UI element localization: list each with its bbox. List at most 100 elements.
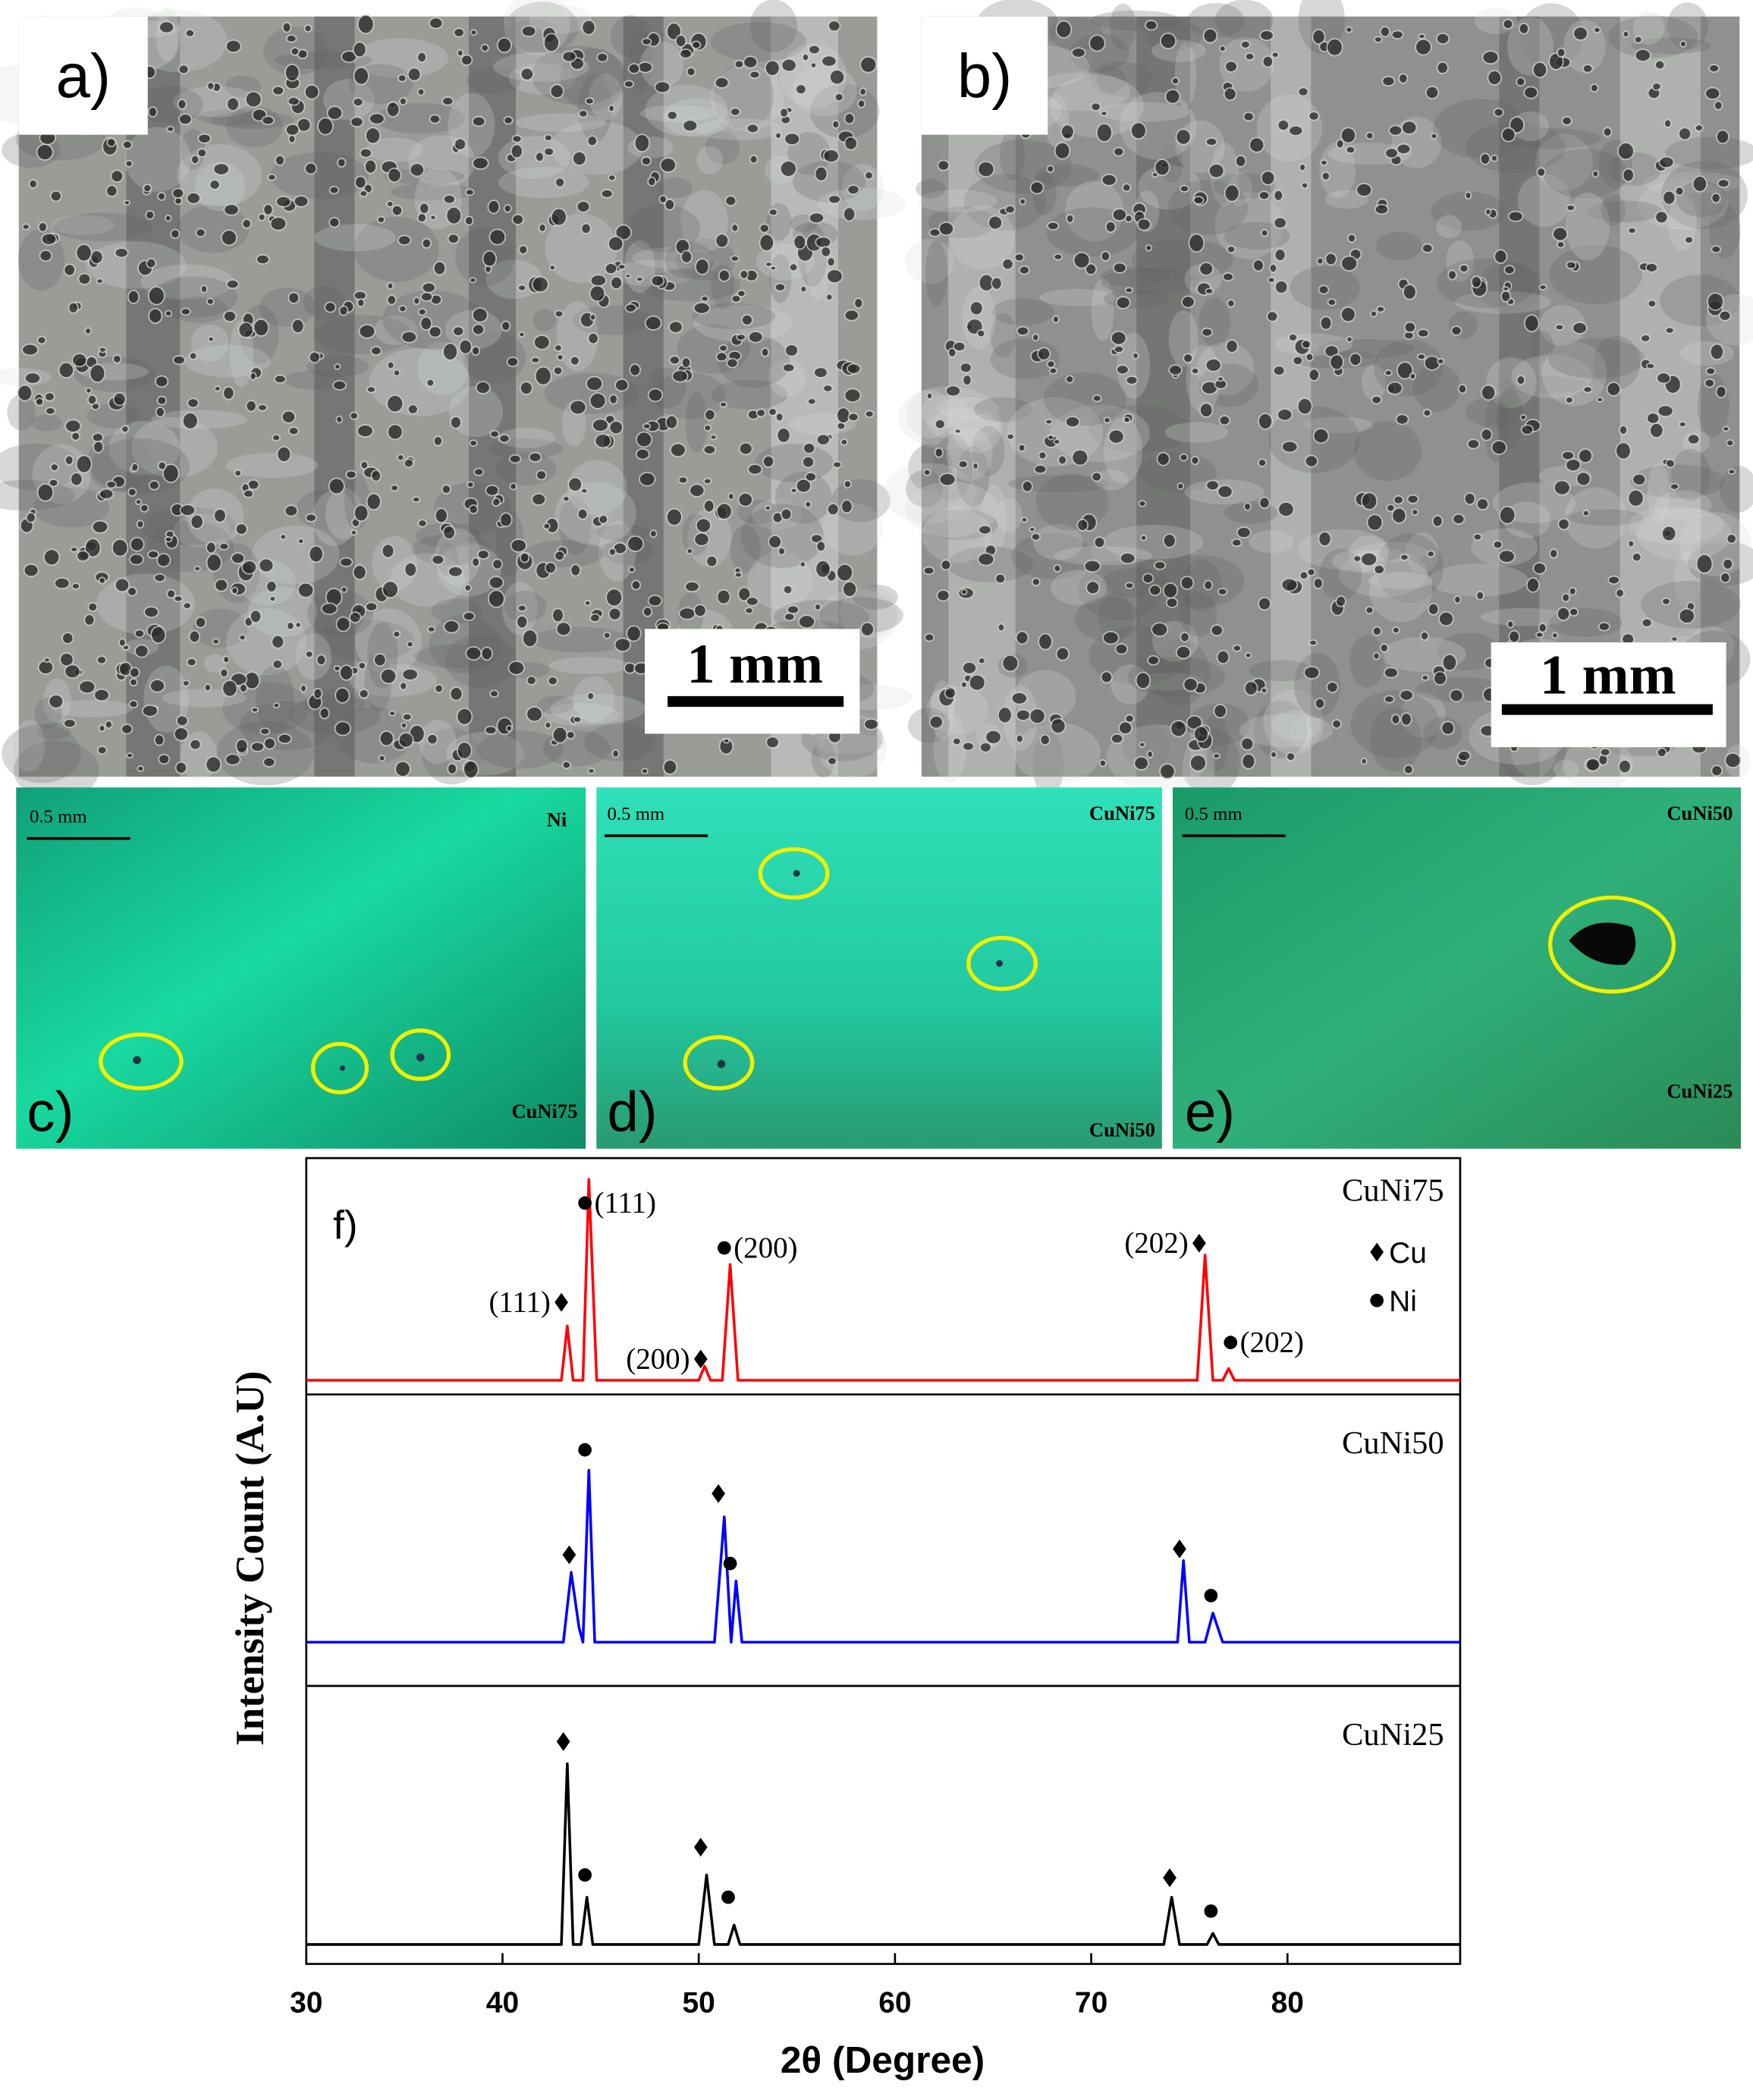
texture-pore — [206, 81, 215, 91]
texture-pore — [441, 96, 454, 106]
texture-pore — [1258, 496, 1271, 510]
texture-patch — [1654, 490, 1712, 521]
texture-patch — [906, 469, 944, 507]
texture-patch — [364, 654, 392, 712]
texture-pore — [472, 156, 489, 170]
texture-pore — [522, 629, 539, 648]
texture-pore — [784, 344, 799, 357]
texture-patch — [1164, 422, 1229, 443]
texture-patch — [259, 287, 316, 327]
texture-pore — [1076, 518, 1089, 532]
texture-pore — [223, 203, 240, 216]
texture-patch — [13, 740, 99, 800]
texture-pore — [1441, 653, 1458, 672]
texture-pore — [447, 762, 457, 775]
texture-pore — [1296, 397, 1313, 416]
texture-pore — [1202, 27, 1218, 44]
texture-pore — [627, 535, 645, 552]
texture-pore — [776, 427, 791, 444]
texture-pore — [531, 276, 549, 293]
texture-patch — [151, 410, 247, 429]
layer-label: CuNi50 — [1089, 1119, 1155, 1141]
texture-pore — [1324, 252, 1337, 266]
texture-pore — [743, 55, 759, 69]
texture-pore — [1491, 154, 1498, 162]
texture-pore — [345, 469, 357, 479]
texture-patch — [1091, 278, 1114, 341]
texture-pore — [1047, 221, 1060, 231]
series-label: CuNi25 — [1342, 1717, 1444, 1753]
texture-pore — [1420, 631, 1429, 641]
texture-pore — [1111, 208, 1128, 222]
texture-pore — [1398, 73, 1409, 84]
texture-pore — [1340, 127, 1357, 144]
texture-pore — [664, 198, 676, 211]
pore — [133, 1056, 141, 1065]
texture-pore — [1487, 70, 1502, 86]
texture-pore — [727, 492, 735, 501]
pore — [793, 870, 800, 877]
texture-pore — [1249, 137, 1265, 153]
texture-pore — [339, 557, 353, 567]
texture-pore — [287, 426, 300, 436]
texture-pore — [636, 431, 653, 448]
texture-pore — [922, 566, 935, 576]
texture-pore — [399, 96, 407, 106]
texture-pore — [798, 614, 816, 629]
panel-label: d) — [607, 1081, 657, 1144]
texture-pore — [814, 165, 828, 182]
pore — [340, 1065, 346, 1071]
texture-pore — [170, 228, 181, 240]
texture-patch — [1376, 533, 1444, 603]
texture-patch — [184, 344, 271, 378]
texture-patch — [256, 665, 295, 733]
texture-pore — [1582, 385, 1593, 394]
texture-pore — [1578, 448, 1593, 463]
texture-pore — [1053, 253, 1063, 261]
texture-pore — [630, 579, 642, 591]
texture-pore — [39, 250, 53, 262]
texture-patch — [251, 526, 340, 585]
texture-patch — [1608, 15, 1698, 58]
texture-pore — [1396, 361, 1414, 380]
texture-pore — [124, 159, 134, 168]
texture-pore — [128, 553, 144, 566]
texture-pore — [1029, 708, 1046, 725]
texture-patch — [972, 425, 1005, 476]
texture-pore — [156, 395, 168, 406]
texture-pore — [1183, 353, 1194, 364]
texture-pore — [1236, 526, 1252, 538]
texture-pore — [704, 408, 716, 422]
texture-pore — [397, 234, 412, 246]
texture-pore — [991, 276, 1003, 290]
texture-pore — [1243, 680, 1258, 696]
texture-pore — [472, 323, 485, 336]
xrd-line — [306, 1178, 1460, 1382]
texture-pore — [1657, 404, 1674, 418]
texture-pore — [1379, 26, 1390, 38]
texture-pore — [718, 344, 728, 353]
texture-pore — [1151, 622, 1169, 637]
texture-pore — [463, 583, 472, 592]
texture-patch — [999, 130, 1026, 180]
texture-pore — [449, 686, 463, 702]
texture-pore — [326, 105, 344, 121]
texture-pore — [222, 655, 231, 664]
texture-pore — [145, 210, 155, 220]
texture-pore — [1189, 754, 1207, 772]
texture-pore — [1426, 550, 1435, 558]
texture-pore — [1476, 498, 1489, 511]
peak-marker — [693, 1349, 708, 1369]
texture-pore — [1438, 611, 1454, 627]
texture-pore — [1029, 526, 1036, 532]
texture-pore — [350, 116, 364, 128]
texture-pore — [284, 63, 300, 82]
texture-pore — [189, 351, 198, 360]
texture-pore — [803, 442, 816, 454]
texture-pore — [328, 477, 345, 495]
texture-pore — [21, 343, 39, 356]
texture-pore — [554, 344, 563, 352]
texture-pore — [624, 80, 635, 89]
texture-pore — [413, 297, 421, 306]
